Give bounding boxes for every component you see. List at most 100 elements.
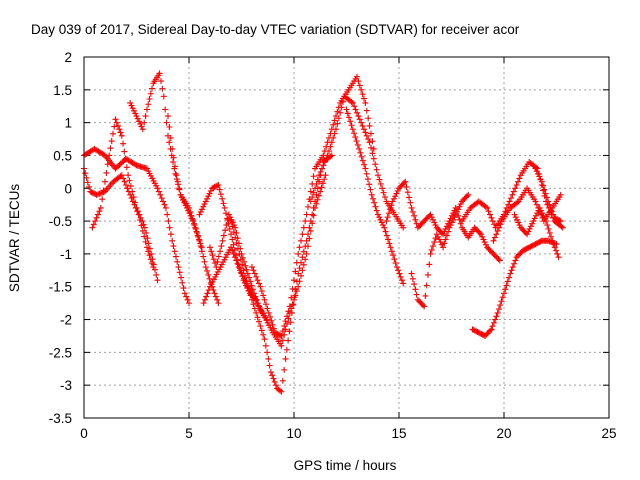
data-point — [278, 342, 285, 349]
data-point — [196, 237, 203, 244]
data-point — [502, 286, 509, 293]
data-point — [354, 109, 360, 116]
data-point — [555, 254, 562, 261]
data-point — [506, 274, 513, 281]
data-point — [137, 120, 144, 127]
data-point — [174, 178, 181, 185]
data-point — [321, 159, 328, 166]
data-point — [146, 245, 153, 252]
data-point — [387, 244, 394, 251]
data-point — [365, 115, 372, 122]
data-point — [445, 228, 452, 235]
data-point — [293, 259, 300, 266]
series-track-18 — [511, 204, 562, 261]
data-point — [279, 328, 286, 335]
data-point — [352, 134, 359, 141]
data-point — [512, 185, 519, 192]
data-point — [314, 176, 321, 183]
data-point — [246, 274, 253, 281]
data-point — [121, 148, 128, 155]
data-point — [254, 277, 261, 284]
data-point — [371, 199, 378, 206]
data-point — [363, 170, 370, 177]
data-point — [154, 277, 161, 284]
data-point — [145, 101, 152, 108]
data-point — [396, 270, 403, 277]
data-point — [408, 204, 415, 211]
data-point — [214, 258, 221, 265]
data-point — [428, 214, 435, 221]
data-point — [90, 221, 97, 228]
data-point — [145, 240, 152, 247]
data-point — [340, 98, 346, 105]
data-point — [217, 191, 224, 198]
data-point — [296, 244, 303, 251]
y-tick-label: -1.5 — [49, 280, 72, 295]
data-point — [139, 218, 146, 225]
data-point — [388, 202, 395, 209]
y-tick-label: -2 — [60, 313, 72, 328]
data-point — [307, 198, 314, 205]
data-point — [536, 173, 543, 180]
data-point — [305, 203, 311, 210]
data-point — [362, 165, 369, 172]
data-point — [277, 332, 284, 339]
data-point — [237, 256, 244, 263]
data-point — [493, 313, 500, 320]
data-point — [527, 223, 534, 230]
data-point — [509, 191, 516, 198]
data-point — [379, 185, 386, 192]
data-point — [533, 164, 540, 171]
data-point — [151, 266, 158, 273]
x-tick-label: 15 — [391, 426, 406, 441]
data-point — [139, 227, 146, 234]
data-point — [230, 229, 237, 236]
data-point — [253, 309, 260, 316]
data-point — [553, 247, 560, 254]
data-point — [512, 257, 519, 264]
data-point — [385, 210, 392, 217]
data-point — [508, 267, 515, 274]
data-point — [222, 210, 229, 217]
data-point — [313, 180, 320, 187]
data-point — [529, 220, 536, 227]
data-point — [271, 378, 278, 385]
data-point — [235, 264, 242, 271]
data-point — [316, 172, 323, 179]
data-point — [265, 355, 272, 362]
data-point — [442, 236, 449, 243]
data-point — [432, 222, 439, 229]
data-point — [206, 190, 213, 197]
chart-title: Day 039 of 2017, Sidereal Day-to-day VTE… — [31, 22, 520, 37]
data-point — [538, 178, 545, 185]
data-point — [487, 327, 494, 334]
data-point — [363, 132, 370, 139]
data-point — [205, 193, 212, 200]
series-track-14 — [408, 191, 472, 310]
data-point — [205, 271, 212, 278]
data-point — [286, 328, 293, 335]
data-point — [506, 198, 513, 205]
data-point — [197, 243, 204, 250]
data-point — [515, 219, 522, 226]
data-point — [536, 204, 543, 211]
data-point — [330, 134, 337, 141]
data-point — [130, 194, 137, 201]
data-point — [377, 180, 384, 187]
data-point — [491, 221, 498, 228]
data-point — [143, 229, 150, 236]
data-point — [476, 229, 483, 236]
data-point — [409, 208, 416, 215]
data-point — [354, 73, 360, 80]
data-point — [154, 185, 161, 192]
data-point — [545, 225, 552, 232]
data-point — [428, 246, 435, 253]
data-point — [390, 195, 397, 202]
data-point — [514, 216, 521, 223]
data-point — [183, 293, 190, 300]
data-point — [126, 177, 133, 184]
data-point — [233, 229, 240, 236]
data-point — [370, 155, 377, 162]
data-point — [170, 154, 177, 161]
data-point — [380, 189, 387, 196]
